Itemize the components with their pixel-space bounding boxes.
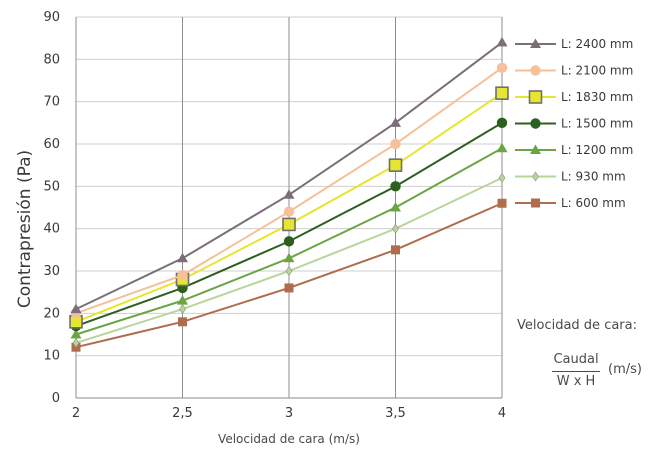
data-point — [283, 252, 295, 263]
y-tick-label: 70 — [43, 95, 60, 110]
x-tick-label: 2,5 — [172, 406, 193, 421]
legend-marker — [532, 171, 539, 182]
fraction-bar — [552, 371, 600, 372]
data-point — [495, 86, 509, 100]
data-point — [284, 283, 294, 293]
legend-label: L: 930 mm — [561, 170, 626, 184]
data-point — [496, 117, 508, 129]
legend-label: L: 1500 mm — [561, 117, 633, 131]
data-point — [177, 295, 188, 305]
y-tick-label: 20 — [43, 306, 60, 321]
legend-marker — [530, 38, 541, 48]
legend-marker — [530, 118, 541, 129]
data-point — [178, 317, 187, 327]
legend-label: L: 2100 mm — [561, 64, 633, 78]
data-point — [498, 172, 506, 183]
x-tick-labels: 2 2,5 3 3,5 4 — [72, 406, 506, 421]
legend-label: L: 1200 mm — [561, 143, 633, 157]
face-velocity-formula: Caudal W x H (m/s) — [552, 352, 642, 392]
y-tick-label: 60 — [43, 137, 60, 152]
x-tick-label: 3,5 — [385, 406, 406, 421]
y-tick-labels: 0 10 20 30 40 50 60 70 80 90 — [43, 10, 60, 406]
data-point — [496, 142, 508, 153]
y-tick-label: 0 — [52, 391, 60, 406]
y-tick-label: 40 — [43, 222, 60, 237]
data-point — [283, 236, 295, 247]
y-tick-label: 30 — [43, 264, 60, 279]
legend-label: L: 1830 mm — [561, 90, 633, 104]
data-point — [496, 36, 508, 47]
y-axis-title: Contrapresión (Pa) — [15, 150, 35, 308]
data-point — [390, 138, 401, 150]
series-group — [69, 36, 509, 352]
data-point — [388, 158, 403, 172]
formula-numerator: Caudal — [553, 352, 599, 367]
y-tick-label: 80 — [43, 52, 60, 67]
data-point — [390, 181, 401, 192]
legend: L: 2400 mm L: 2100 mm L: 1830 mm L: 1500 mm… — [515, 37, 633, 210]
data-point — [285, 265, 293, 277]
data-point — [70, 303, 82, 314]
data-point — [496, 62, 508, 73]
formula-denominator: W x H — [556, 374, 596, 389]
data-point — [497, 198, 507, 208]
formula-unit: (m/s) — [608, 362, 642, 377]
data-point — [283, 189, 295, 199]
y-tick-label: 50 — [43, 179, 60, 194]
data-point — [179, 304, 186, 315]
y-tick-label: 10 — [43, 349, 60, 364]
x-tick-label: 2 — [72, 406, 80, 421]
face-velocity-note-title: Velocidad de cara: — [517, 318, 637, 333]
data-point — [177, 270, 188, 281]
x-tick-label: 4 — [498, 406, 506, 421]
data-point — [177, 252, 188, 263]
x-axis-title: Velocidad de cara (m/s) — [218, 432, 360, 446]
data-point — [390, 117, 401, 127]
data-point — [391, 245, 400, 255]
legend-label: L: 600 mm — [561, 196, 626, 210]
data-point — [283, 206, 295, 217]
data-point — [282, 217, 296, 232]
data-point — [70, 329, 82, 339]
legend-marker — [528, 90, 543, 104]
legend-marker — [530, 65, 541, 76]
legend-label: L: 2400 mm — [561, 37, 633, 51]
legend-marker — [530, 144, 541, 154]
legend-marker — [531, 198, 540, 208]
data-point — [390, 202, 401, 212]
data-point — [392, 223, 399, 234]
y-tick-label: 90 — [43, 10, 60, 25]
x-tick-label: 3 — [285, 406, 293, 421]
data-point — [72, 337, 80, 349]
